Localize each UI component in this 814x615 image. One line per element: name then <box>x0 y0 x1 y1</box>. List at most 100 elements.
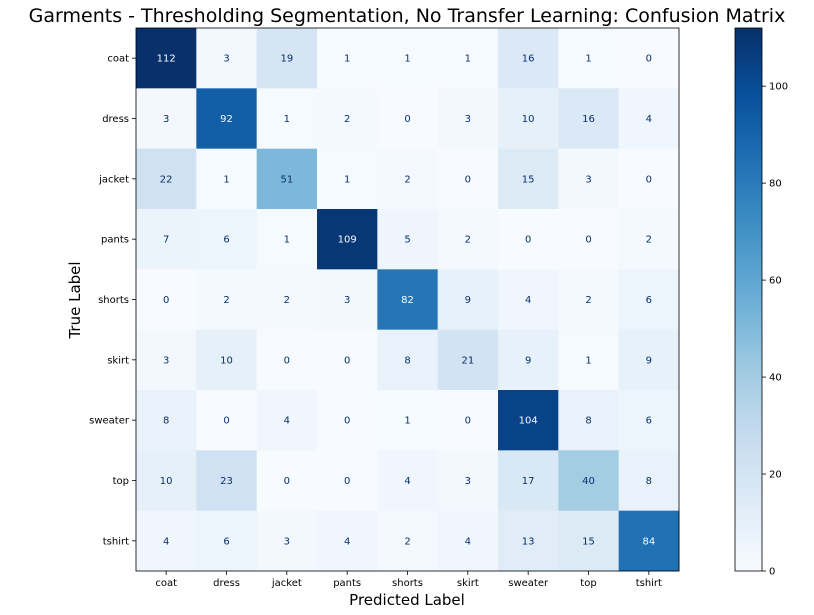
cell-value-label: 15 <box>522 174 535 185</box>
heatmap-cell <box>256 329 318 391</box>
cell-value-label: 3 <box>223 54 229 65</box>
heatmap-cell <box>196 450 258 512</box>
heatmap-cell <box>558 148 620 210</box>
heatmap-cell <box>317 28 378 89</box>
cell-value-label: 3 <box>465 114 471 125</box>
heatmap-cell <box>377 390 439 451</box>
cell-value-label: 10 <box>160 476 173 487</box>
cell-value-label: 6 <box>646 416 652 427</box>
heatmap-cell <box>377 148 439 210</box>
chart-title: Garments - Thresholding Segmentation, No… <box>29 5 786 27</box>
cell-value-label: 104 <box>519 416 538 427</box>
cell-value-label: 2 <box>404 174 410 185</box>
cell-value-label: 16 <box>582 114 595 125</box>
cell-value-label: 15 <box>582 536 595 547</box>
heatmap-cell <box>256 88 318 150</box>
cell-value-label: 3 <box>163 355 169 366</box>
heatmap-cell <box>196 209 258 270</box>
colorbar <box>734 27 763 572</box>
cell-value-label: 1 <box>223 174 229 185</box>
heatmap-cell <box>437 28 499 89</box>
heatmap-cell <box>558 28 620 89</box>
cell-value-label: 4 <box>525 295 531 306</box>
cell-value-label: 84 <box>642 536 655 547</box>
colorbar-tick-label: 20 <box>769 470 782 481</box>
cell-value-label: 1 <box>284 114 290 125</box>
heatmap-cell <box>196 329 258 391</box>
cell-value-label: 13 <box>522 536 535 547</box>
y-axis-ticks: coat dress jacket pants shorts skirt sweater to… <box>89 54 136 547</box>
heatmap-cell <box>437 329 499 391</box>
heatmap-cell <box>558 450 620 512</box>
heatmap-cell <box>558 329 620 391</box>
heatmap-cell <box>498 28 559 89</box>
heatmap-cell <box>196 390 258 451</box>
cell-value-label: 21 <box>461 355 474 366</box>
x-tick-label: tshirt <box>636 578 662 589</box>
heatmap-cell <box>136 88 197 150</box>
heatmap-cell <box>377 88 439 150</box>
heatmap-cell <box>618 450 680 512</box>
cell-value-label: 6 <box>223 536 229 547</box>
cell-value-label: 0 <box>465 174 471 185</box>
y-tick-label: pants <box>101 235 129 246</box>
heatmap-cell <box>317 329 378 391</box>
heatmap-cell <box>136 28 197 89</box>
cell-value-label: 0 <box>344 355 350 366</box>
cell-value-label: 3 <box>465 476 471 487</box>
heatmap-cell <box>196 28 258 89</box>
y-axis-title: True Label <box>66 261 84 339</box>
cell-value-label: 0 <box>465 416 471 427</box>
cell-value-label: 3 <box>344 295 350 306</box>
heatmap-cell <box>196 88 258 150</box>
colorbar-ticks: 0 20 40 60 80 100 <box>762 82 788 578</box>
heatmap-cell <box>498 269 559 331</box>
heatmap-cell <box>256 28 318 89</box>
cell-value-label: 1 <box>404 54 410 65</box>
cell-value-label: 9 <box>465 295 471 306</box>
cell-value-label: 1 <box>585 355 591 366</box>
heatmap-cell <box>256 390 318 451</box>
cell-value-label: 0 <box>284 355 290 366</box>
heatmap-cell <box>437 88 499 150</box>
x-tick-label: top <box>580 578 596 589</box>
heatmap-cell <box>437 209 499 270</box>
heatmap-cell <box>256 148 318 210</box>
heatmap-cells: 112 3 19 1 1 1 16 1 03 92 1 2 0 3 10 16 422 1 51 1 2 0 15 3 07 6 1… <box>136 28 680 572</box>
heatmap-cell <box>377 450 439 512</box>
cell-value-label: 0 <box>344 476 350 487</box>
heatmap-cell <box>317 88 378 150</box>
x-tick-label: shorts <box>392 578 423 589</box>
y-tick-label: tshirt <box>103 536 129 547</box>
heatmap-cell <box>377 329 439 391</box>
cell-value-label: 1 <box>465 54 471 65</box>
cell-value-label: 92 <box>220 114 233 125</box>
heatmap-cell <box>498 209 559 270</box>
cell-value-label: 6 <box>223 235 229 246</box>
heatmap-cell <box>437 450 499 512</box>
heatmap-cell <box>558 390 620 451</box>
cell-value-label: 2 <box>344 114 350 125</box>
heatmap-cell <box>498 329 559 391</box>
cell-value-label: 8 <box>646 476 652 487</box>
cell-value-label: 2 <box>284 295 290 306</box>
x-tick-label: skirt <box>457 578 479 589</box>
colorbar-tick-label: 80 <box>769 179 782 190</box>
cell-value-label: 19 <box>280 54 293 65</box>
cell-value-label: 17 <box>522 476 535 487</box>
cell-value-label: 51 <box>280 174 293 185</box>
heatmap-cell <box>558 88 620 150</box>
heatmap-cell <box>498 450 559 512</box>
heatmap-cell <box>317 148 378 210</box>
cell-value-label: 23 <box>220 476 233 487</box>
cell-value-label: 8 <box>404 355 410 366</box>
heatmap-cell <box>317 269 378 331</box>
colorbar-tick-label: 0 <box>769 567 775 578</box>
heatmap-cell <box>437 148 499 210</box>
heatmap-cell <box>618 329 680 391</box>
heatmap-cell <box>558 510 620 572</box>
cell-value-label: 10 <box>220 355 233 366</box>
cell-value-label: 0 <box>163 295 169 306</box>
heatmap-cell <box>618 269 680 331</box>
cell-value-label: 4 <box>646 114 652 125</box>
